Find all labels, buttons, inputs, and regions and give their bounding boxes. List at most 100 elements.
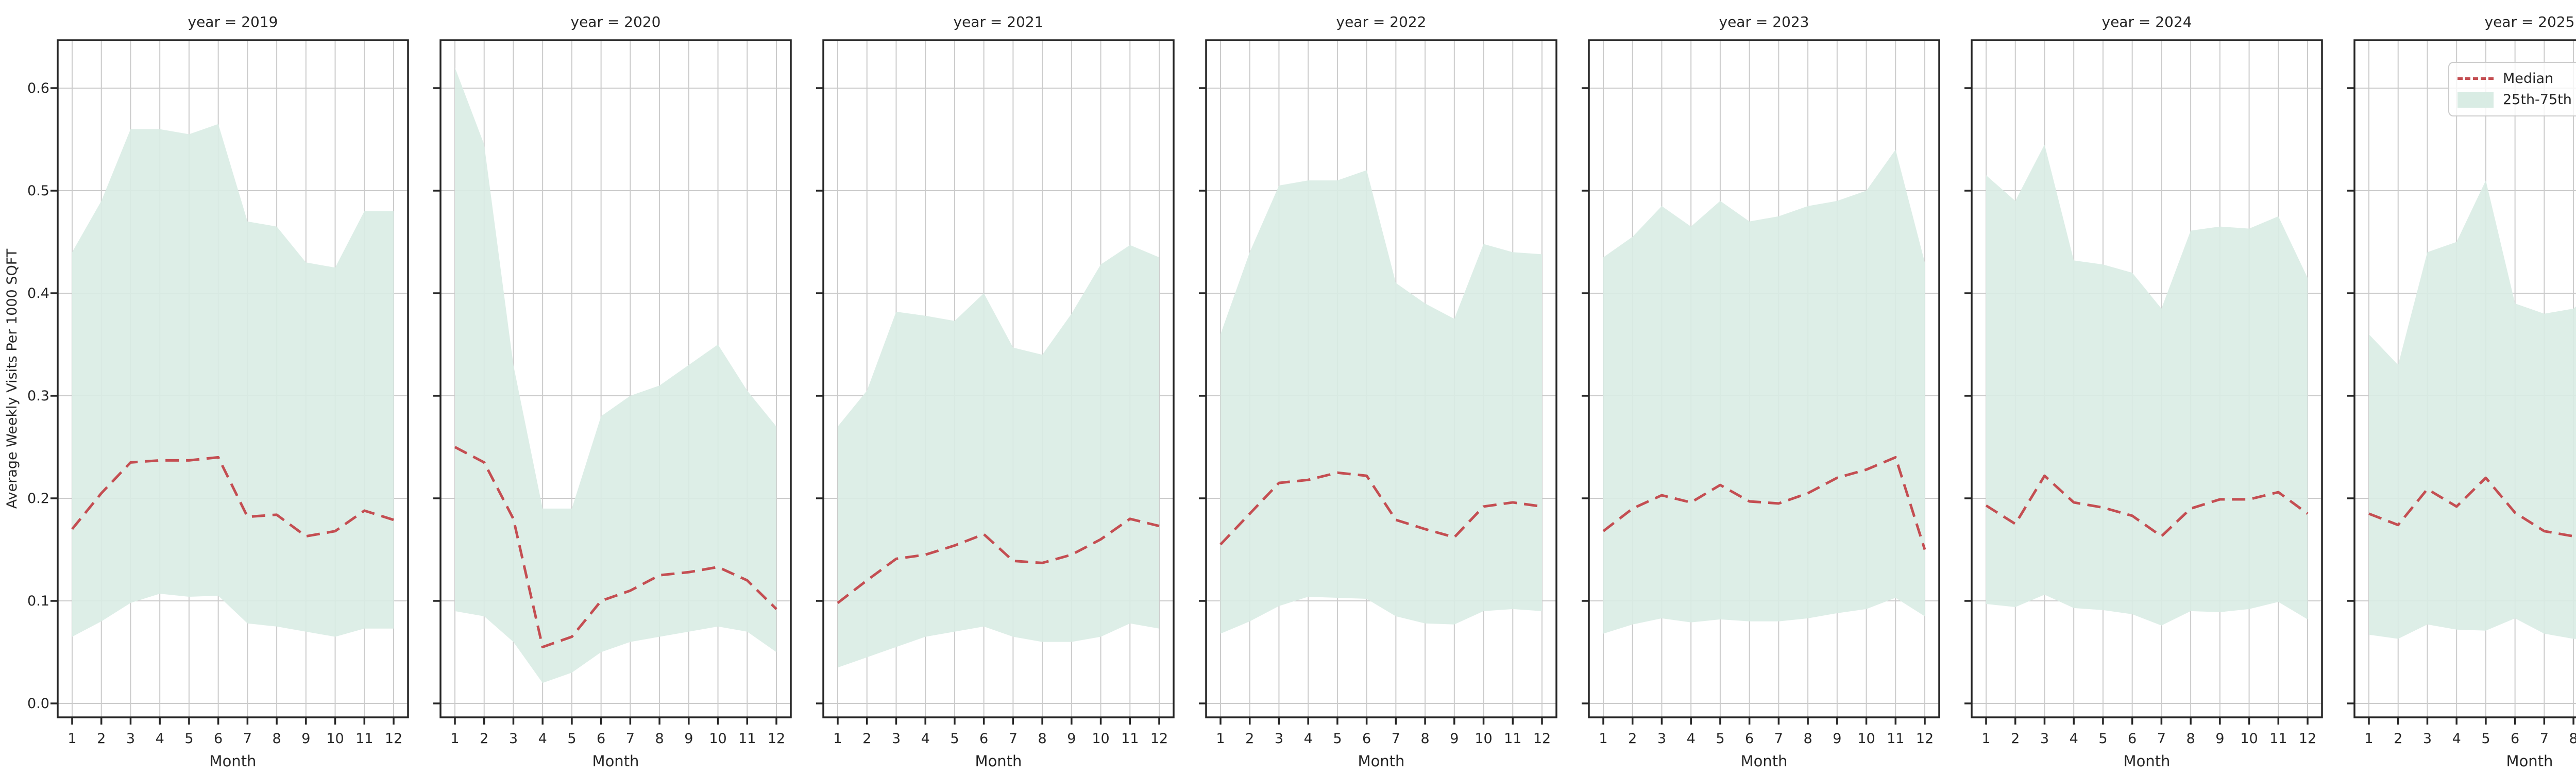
median-line: [2368, 476, 2576, 538]
x-tick-label: 1: [2364, 731, 2373, 747]
y-axis-title: Average Weekly Visits Per 1000 SQFT: [4, 248, 20, 509]
x-tick-label: 6: [979, 731, 988, 747]
median-line: [1985, 474, 2309, 538]
x-tick-label: 11: [738, 731, 756, 747]
legend[interactable]: Median 25th-75th Percentile: [2448, 62, 2576, 116]
x-axis-title: Month: [975, 752, 1022, 770]
x-tick-label: 10: [326, 731, 344, 747]
x-tick-label: 9: [1833, 731, 1841, 747]
axes-spines: [1971, 39, 2323, 718]
median-line: [837, 517, 1160, 604]
x-tick-label: 1: [450, 731, 459, 747]
facet-panel-2019: 1 2 3 4 5 6 7 8 9 10 11 120.00.10.20.30.40.50.6year…: [27, 13, 409, 770]
x-tick-label: 3: [892, 731, 901, 747]
x-tick-label: 8: [1038, 731, 1046, 747]
x-tick-label: 12: [1916, 731, 1934, 747]
x-tick-label: 6: [597, 731, 605, 747]
x-tick-label: 5: [1716, 731, 1724, 747]
x-axis-title: Month: [2506, 752, 2553, 770]
x-tick-label: 11: [2269, 731, 2287, 747]
percentile-band: [1221, 170, 1542, 634]
x-tick-label: 7: [626, 731, 635, 747]
x-tick-label: 5: [1333, 731, 1342, 747]
facet-title: year = 2025: [2485, 13, 2575, 30]
y-tick-label: 0.5: [27, 183, 49, 199]
x-tick-label: 10: [1092, 731, 1109, 747]
x-tick-label: 8: [2569, 731, 2576, 747]
percentile-band: [1986, 144, 2308, 626]
median-line: [71, 456, 394, 538]
x-tick-label: 4: [1687, 731, 1696, 747]
x-tick-label: 9: [684, 731, 693, 747]
x-tick-label: 4: [156, 731, 164, 747]
median-line: [1219, 471, 1543, 546]
x-tick-label: 5: [2098, 731, 2107, 747]
x-tick-label: 2: [1245, 731, 1254, 747]
x-tick-label: 12: [2299, 731, 2316, 747]
legend-band-label: 25th-75th Percentile: [2503, 92, 2576, 108]
x-tick-label: 11: [1121, 731, 1139, 747]
median-line: [1602, 456, 1926, 550]
x-tick-label: 5: [2481, 731, 2490, 747]
axes-spines: [822, 39, 1175, 718]
y-tick-label: 0.6: [27, 80, 49, 96]
y-tick-label: 0.0: [27, 696, 49, 712]
x-tick-label: 5: [567, 731, 576, 747]
axes-spines: [1588, 39, 1940, 718]
x-tick-label: 1: [67, 731, 76, 747]
x-tick-label: 3: [509, 731, 518, 747]
percentile-band: [838, 245, 1159, 668]
legend-row-median: Median: [2458, 71, 2576, 87]
x-tick-label: 8: [1803, 731, 1812, 747]
x-axis-title: Month: [1741, 752, 1788, 770]
facet-title: year = 2019: [188, 13, 278, 30]
axes-spines: [57, 39, 409, 718]
x-tick-label: 5: [950, 731, 959, 747]
x-axis-title: Month: [1358, 752, 1405, 770]
facet-title: year = 2022: [1336, 13, 1427, 30]
percentile-band-swatch-icon: [2458, 92, 2494, 108]
y-tick-label: 0.3: [27, 388, 49, 404]
facet-title: year = 2023: [1719, 13, 1809, 30]
x-tick-label: 12: [1533, 731, 1551, 747]
x-tick-label: 3: [2423, 731, 2432, 747]
x-tick-label: 8: [655, 731, 664, 747]
x-tick-label: 2: [2011, 731, 2020, 747]
y-tick-label: 0.4: [27, 285, 49, 301]
legend-median-label: Median: [2503, 71, 2554, 87]
x-tick-label: 2: [480, 731, 488, 747]
x-tick-label: 2: [2394, 731, 2402, 747]
facet-title: year = 2021: [954, 13, 1044, 30]
median-line-swatch-icon: [2458, 77, 2494, 80]
x-tick-label: 10: [709, 731, 726, 747]
percentile-band: [2369, 180, 2576, 639]
percentile-band: [72, 124, 394, 637]
x-tick-label: 7: [1774, 731, 1783, 747]
x-tick-label: 2: [97, 731, 106, 747]
x-tick-label: 2: [862, 731, 871, 747]
x-tick-label: 1: [1981, 731, 1990, 747]
x-tick-label: 7: [2157, 731, 2166, 747]
x-tick-label: 6: [2511, 731, 2519, 747]
x-tick-label: 8: [1420, 731, 1429, 747]
y-tick-label: 0.1: [27, 593, 49, 609]
x-axis-title: Month: [592, 752, 639, 770]
x-tick-label: 12: [385, 731, 402, 747]
x-tick-label: 6: [2128, 731, 2137, 747]
x-tick-label: 8: [272, 731, 281, 747]
x-tick-label: 8: [2186, 731, 2195, 747]
facet-title: year = 2024: [2102, 13, 2192, 30]
x-tick-label: 6: [1362, 731, 1371, 747]
axes-spines: [439, 39, 792, 718]
x-tick-label: 1: [1216, 731, 1225, 747]
percentile-band: [1603, 149, 1925, 634]
x-tick-label: 4: [2070, 731, 2078, 747]
